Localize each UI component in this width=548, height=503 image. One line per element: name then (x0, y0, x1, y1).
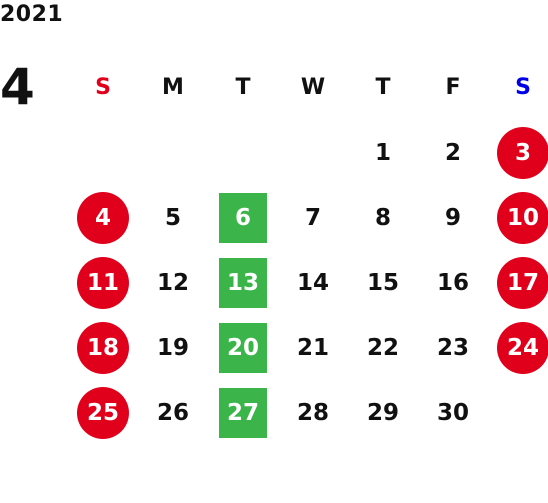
weekday-tuesday: T (235, 75, 251, 100)
calendar-grid: S M T W T F S 1 2 3 4 5 6 7 8 9 10 11 12 13 14 15 16 17 1… (68, 55, 548, 445)
day-cell: 8 (348, 185, 418, 250)
holiday-day: 11 (77, 256, 129, 309)
day-cell: 10 (488, 185, 548, 250)
calendar-day: 8 (374, 204, 391, 231)
calendar-day: 22 (366, 334, 399, 361)
day-cell: 5 (138, 185, 208, 250)
day-cell (488, 380, 548, 445)
weekday-wednesday: W (300, 75, 326, 100)
holiday-day: 24 (497, 321, 548, 374)
weekday-monday: M (162, 75, 184, 100)
calendar-day: 26 (156, 399, 189, 426)
holiday-day: 17 (497, 256, 548, 309)
day-cell: 2 (418, 120, 488, 185)
weekday-friday: F (445, 75, 461, 100)
week-row: 11 12 13 14 15 16 17 (68, 250, 548, 315)
day-cell (208, 120, 278, 185)
day-cell: 6 (208, 185, 278, 250)
calendar-day: 12 (156, 269, 189, 296)
weekday-saturday: S (515, 75, 531, 100)
week-row: 25 26 27 28 29 30 (68, 380, 548, 445)
month-label: 4 (0, 58, 35, 116)
calendar-day: 28 (296, 399, 329, 426)
day-cell: 28 (278, 380, 348, 445)
day-cell: 13 (208, 250, 278, 315)
year-label: 2021 (0, 2, 64, 27)
marked-day: 13 (219, 257, 267, 308)
holiday-day: 4 (77, 191, 129, 244)
day-cell: 23 (418, 315, 488, 380)
weeks-container: 1 2 3 4 5 6 7 8 9 10 11 12 13 14 15 16 17 18 19 20 21 22 23 24 2… (68, 120, 548, 445)
calendar-day: 7 (304, 204, 321, 231)
holiday-day: 10 (497, 191, 548, 244)
holiday-day: 3 (497, 126, 548, 179)
weekday-header-row: S M T W T F S (68, 55, 548, 120)
calendar-day: 16 (436, 269, 469, 296)
calendar-day: 9 (444, 204, 461, 231)
day-cell: 22 (348, 315, 418, 380)
day-cell (138, 120, 208, 185)
day-cell: 11 (68, 250, 138, 315)
day-cell: 15 (348, 250, 418, 315)
marked-day: 20 (219, 322, 267, 373)
calendar-day: 29 (366, 399, 399, 426)
calendar-day: 21 (296, 334, 329, 361)
day-cell: 21 (278, 315, 348, 380)
week-row: 4 5 6 7 8 9 10 (68, 185, 548, 250)
weekday-sunday: S (95, 75, 111, 100)
calendar-day: 15 (366, 269, 399, 296)
day-cell: 30 (418, 380, 488, 445)
day-cell (278, 120, 348, 185)
calendar-day: 19 (156, 334, 189, 361)
day-cell: 24 (488, 315, 548, 380)
day-cell: 17 (488, 250, 548, 315)
day-cell: 26 (138, 380, 208, 445)
day-cell: 16 (418, 250, 488, 315)
weekday-thursday: T (375, 75, 391, 100)
calendar-day: 30 (436, 399, 469, 426)
day-cell: 4 (68, 185, 138, 250)
day-cell: 1 (348, 120, 418, 185)
calendar-day: 23 (436, 334, 469, 361)
day-cell: 14 (278, 250, 348, 315)
day-cell: 27 (208, 380, 278, 445)
holiday-day: 18 (77, 321, 129, 374)
calendar-day: 1 (374, 139, 391, 166)
day-cell: 19 (138, 315, 208, 380)
day-cell: 9 (418, 185, 488, 250)
week-row: 18 19 20 21 22 23 24 (68, 315, 548, 380)
day-cell: 20 (208, 315, 278, 380)
day-cell: 18 (68, 315, 138, 380)
day-cell (68, 120, 138, 185)
holiday-day: 25 (77, 386, 129, 439)
day-cell: 7 (278, 185, 348, 250)
marked-day: 27 (219, 387, 267, 438)
calendar-day: 2 (444, 139, 461, 166)
calendar-day: 14 (296, 269, 329, 296)
day-cell: 3 (488, 120, 548, 185)
day-cell: 12 (138, 250, 208, 315)
day-cell: 25 (68, 380, 138, 445)
week-row: 1 2 3 (68, 120, 548, 185)
calendar-day: 5 (164, 204, 181, 231)
marked-day: 6 (219, 192, 267, 243)
day-cell: 29 (348, 380, 418, 445)
